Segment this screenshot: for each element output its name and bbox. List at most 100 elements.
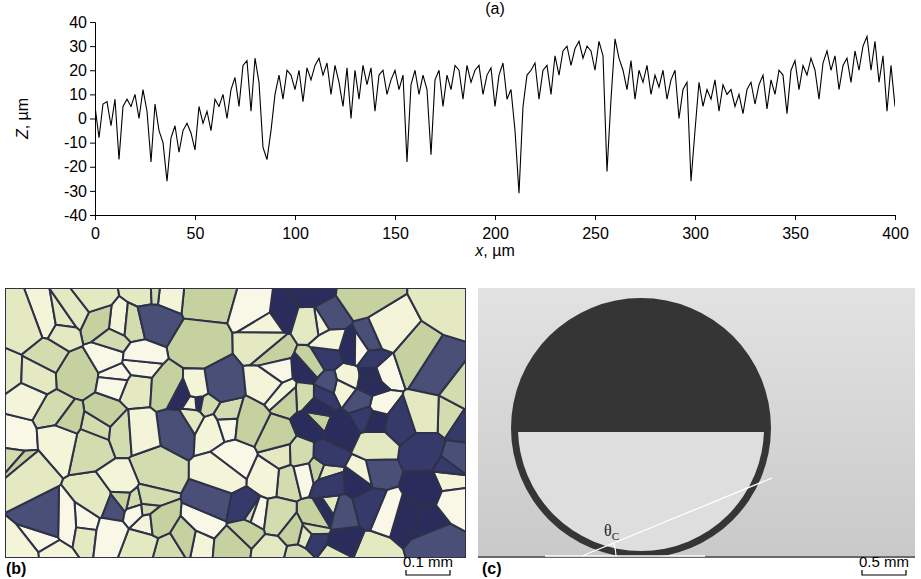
grain [294, 344, 324, 377]
tick-mark [90, 46, 95, 47]
tick-mark [195, 215, 196, 220]
grain [150, 499, 181, 538]
grain [314, 370, 337, 393]
grain [355, 331, 369, 366]
grain [441, 440, 466, 475]
grain [93, 518, 129, 558]
axis-line [96, 216, 896, 221]
tick-mark [90, 143, 95, 144]
tick: 20 [69, 62, 95, 79]
tick-mark [595, 215, 596, 220]
grain [95, 377, 127, 401]
tick-mark [90, 119, 95, 120]
x-axis: 0 50 100 150 200 250 300 350 400 [91, 215, 909, 242]
plot-area [95, 36, 895, 193]
axis-line [90, 23, 96, 216]
grain [227, 520, 265, 549]
grain [407, 288, 466, 342]
scale-label: 0.5 mm [859, 553, 909, 570]
grain [5, 450, 63, 513]
scale-bar [406, 570, 450, 575]
grain [70, 288, 119, 312]
grain [183, 368, 208, 397]
tick-label: 30 [69, 38, 87, 55]
tick: 0 [78, 110, 95, 127]
angle-label: θC [604, 522, 619, 542]
grain [123, 339, 169, 364]
tick-mark [90, 191, 95, 192]
grain [5, 288, 42, 355]
tick-label: 0 [78, 110, 87, 127]
tick-mark [90, 215, 95, 216]
grain [5, 515, 39, 558]
tick: 100 [282, 215, 309, 242]
tick-mark [90, 167, 95, 168]
angle-arc [614, 543, 617, 556]
tick-label: 10 [69, 86, 87, 103]
tick-label: -40 [64, 207, 87, 224]
grain [331, 494, 360, 530]
y-axis: -40 -30 -20 -10 0 10 20 30 40 [64, 14, 96, 224]
grain [357, 376, 391, 396]
tick-mark [895, 215, 896, 220]
tick-mark [695, 215, 696, 220]
tick: 40 [69, 14, 95, 31]
angle-symbol: θ [604, 522, 612, 539]
grain [150, 358, 183, 412]
y-axis-title: Z, µm [14, 98, 31, 140]
tick: 250 [582, 215, 609, 242]
grain [291, 307, 319, 345]
droplet-body [511, 298, 771, 557]
grain [399, 470, 442, 506]
tick-label: 150 [382, 225, 409, 242]
grain [128, 407, 160, 456]
grain [445, 409, 466, 443]
tick-label: -30 [64, 182, 87, 199]
chart-title: (a) [485, 0, 505, 17]
grain [151, 288, 160, 305]
tangent-line [582, 478, 772, 556]
grain [309, 472, 345, 498]
tick-mark [795, 215, 796, 220]
tick: 50 [187, 215, 205, 242]
grain [403, 389, 439, 433]
droplet-photo [478, 288, 915, 558]
micrograph [5, 288, 466, 558]
grain [55, 399, 84, 434]
grain [306, 534, 330, 558]
panel-letter: (b) [6, 560, 26, 577]
tick: 150 [382, 215, 409, 242]
tick: -10 [64, 134, 95, 151]
grain [439, 360, 466, 409]
tick-label: 300 [682, 225, 709, 242]
tick-mark [295, 215, 296, 220]
grain [235, 395, 270, 446]
tick: 350 [782, 215, 809, 242]
grain [48, 325, 83, 352]
grain [118, 288, 152, 307]
tick-mark [90, 94, 95, 95]
droplet [511, 298, 771, 557]
tick-mark [495, 215, 496, 220]
grain [394, 321, 443, 390]
tick-label: 50 [187, 225, 205, 242]
tick: 10 [69, 86, 95, 103]
tick-label: 350 [782, 225, 809, 242]
tick: 400 [882, 215, 909, 242]
grain [278, 512, 303, 545]
tick-label: 40 [69, 14, 87, 31]
tick: -40 [64, 207, 95, 224]
tick-mark [90, 22, 95, 23]
micrograph-ground [5, 288, 466, 558]
tick: 0 [91, 215, 100, 242]
grain [111, 492, 130, 512]
tick: 200 [482, 215, 509, 242]
photo-ground [478, 288, 915, 558]
grain [91, 329, 130, 352]
tick-label: -10 [64, 134, 87, 151]
substrate [478, 556, 915, 558]
x-axis-title: x, µm [474, 242, 514, 259]
tick: -30 [64, 182, 95, 199]
tick: -20 [64, 158, 95, 175]
scale-label: 0.1 mm [403, 553, 453, 570]
